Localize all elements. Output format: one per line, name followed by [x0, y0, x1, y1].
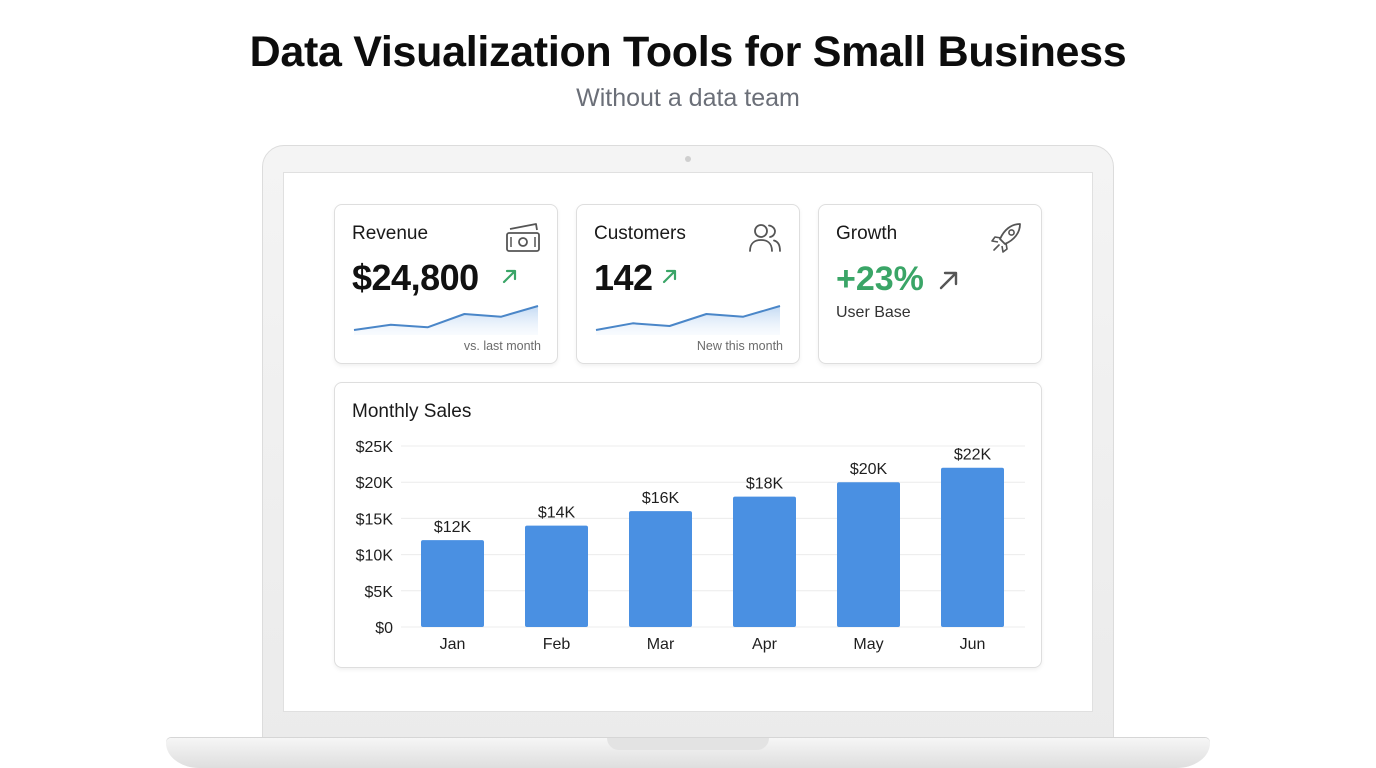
data-label: $20K	[850, 461, 888, 478]
x-tick-label: Jun	[960, 636, 986, 653]
revenue-card[interactable]: Revenue $24,800 vs. last month	[334, 204, 558, 364]
growth-subtitle: User Base	[836, 304, 911, 321]
data-label: $12K	[434, 519, 472, 536]
y-tick-label: $25K	[356, 439, 394, 456]
arrow-up-right-icon	[939, 271, 958, 290]
revenue-card-title: Revenue	[352, 223, 429, 244]
bar-mar[interactable]	[629, 511, 692, 627]
rocket-icon	[991, 223, 1021, 253]
x-tick-label: Apr	[752, 636, 778, 653]
data-label: $16K	[642, 490, 680, 507]
bar-apr[interactable]	[733, 496, 796, 627]
customers-note: New this month	[696, 339, 783, 353]
growth-value: +23%	[836, 260, 924, 298]
customers-card-title: Customers	[594, 223, 686, 244]
bar-jun[interactable]	[941, 467, 1004, 627]
y-tick-label: $20K	[356, 475, 394, 492]
revenue-note: vs. last month	[463, 339, 541, 353]
data-label: $18K	[746, 476, 784, 493]
arrow-up-right-icon	[502, 269, 517, 284]
x-tick-label: Jan	[440, 636, 466, 653]
customers-value: 142	[594, 257, 653, 298]
revenue-value: $24,800	[352, 257, 479, 298]
y-tick-label: $5K	[365, 584, 394, 601]
revenue-sparkline-area	[354, 306, 538, 335]
customers-sparkline	[595, 305, 781, 335]
monthly-sales-card: Monthly Sales $0 $5K $10K $15K $20K $25K $12K J…	[334, 382, 1042, 668]
bar-may[interactable]	[837, 482, 900, 627]
customers-card[interactable]: Customers 142 New this month	[576, 204, 800, 364]
growth-card[interactable]: Growth +23% User Base	[818, 204, 1042, 364]
data-label: $22K	[954, 447, 992, 464]
camera-dot	[685, 156, 691, 162]
arrow-up-right-icon	[662, 269, 677, 284]
x-tick-label: Mar	[647, 636, 675, 653]
revenue-sparkline-line	[353, 305, 539, 331]
y-tick-label: $10K	[356, 548, 394, 565]
monthly-sales-chart: $0 $5K $10K $15K $20K $25K $12K Jan $14K Feb $16K M…	[356, 439, 1025, 653]
x-tick-label: May	[853, 636, 883, 653]
x-tick-label: Feb	[543, 636, 571, 653]
growth-card-title: Growth	[836, 223, 898, 244]
data-label: $14K	[538, 505, 576, 522]
money-icon	[506, 223, 540, 252]
customers-sparkline-line	[595, 305, 781, 331]
y-tick-label: $15K	[356, 511, 394, 528]
users-icon	[749, 224, 781, 252]
bar-feb[interactable]	[525, 525, 588, 627]
laptop-notch	[607, 738, 769, 750]
bar-jan[interactable]	[421, 540, 484, 627]
chart-title: Monthly Sales	[352, 401, 472, 422]
revenue-sparkline	[353, 305, 539, 335]
page-subtitle: Without a data team	[576, 84, 800, 112]
y-tick-label: $0	[375, 620, 393, 637]
page-title: Data Visualization Tools for Small Busin…	[249, 28, 1127, 76]
